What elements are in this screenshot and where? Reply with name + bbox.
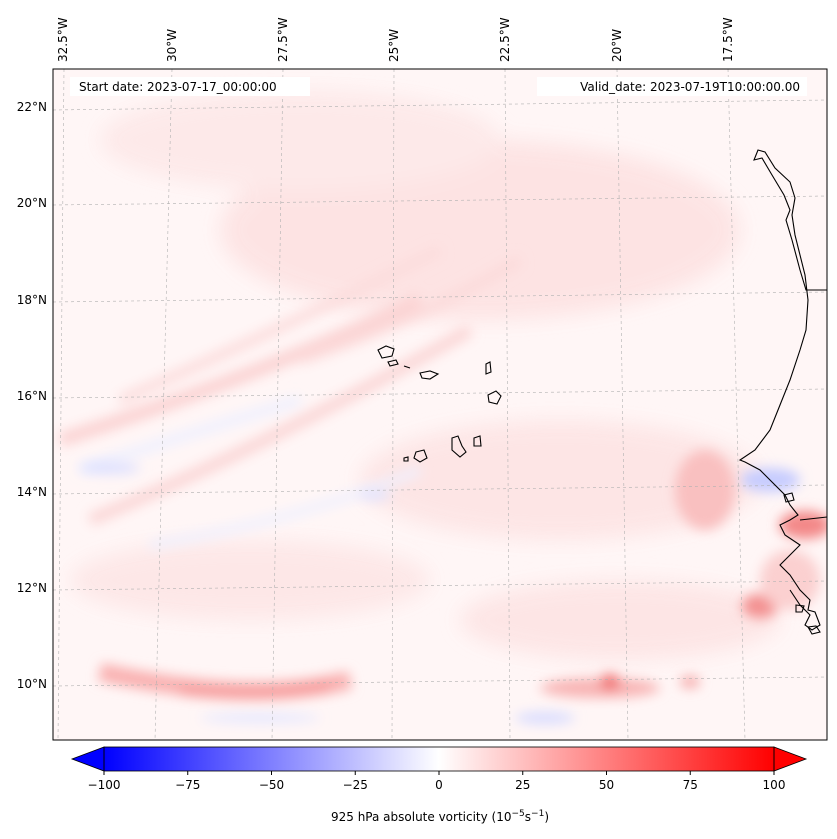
island-sao-nicolau <box>419 370 440 380</box>
colorbar-gradient <box>104 747 774 771</box>
colorbar-tick-label: 50 <box>599 778 614 792</box>
island-boa-vista <box>487 390 502 405</box>
lon-label-25w: 25°W <box>387 29 401 62</box>
coastlines <box>377 149 828 635</box>
island-santo-antao <box>377 345 395 359</box>
lat-label-16n: 16°N <box>17 389 47 403</box>
lat-label-12n: 12°N <box>17 581 47 595</box>
colorbar-ticks: −100 −75 −50 −25 0 25 50 75 100 <box>88 771 786 792</box>
map-panel: Start date: 2023-07-17_00:00:00 Valid_da… <box>52 68 828 741</box>
coast-detail-2 <box>795 604 805 613</box>
start-date-box <box>70 77 310 96</box>
vorticity-field <box>57 90 827 724</box>
longitude-labels: 32.5°W 30°W 27.5°W 25°W 22.5°W 20°W 17.5… <box>56 17 735 62</box>
lat-label-22n: 22°N <box>17 100 47 114</box>
lat-label-10n: 10°N <box>17 677 47 691</box>
lon-label-20w: 20°W <box>610 29 624 62</box>
africa-coastline <box>738 149 827 631</box>
colorbar-tick-label: 100 <box>763 778 786 792</box>
lon-label-27-5w: 27.5°W <box>276 17 290 62</box>
colorbar-tick-label: 0 <box>435 778 443 792</box>
island-brava <box>403 456 409 462</box>
valid-date-text: Valid_date: 2023-07-19T10:00:00.00 <box>580 80 800 94</box>
lat-label-18n: 18°N <box>17 293 47 307</box>
island-maio <box>473 435 482 447</box>
gambia-border <box>799 516 828 521</box>
map-frame <box>52 68 828 741</box>
colorbar-tick-label: −75 <box>175 778 200 792</box>
colorbar-tick-label: 25 <box>515 778 530 792</box>
gridlines <box>53 69 827 740</box>
coast-detail-1 <box>783 492 795 503</box>
lat-label-20n: 20°N <box>17 196 47 210</box>
lon-label-17-5w: 17.5°W <box>721 17 735 62</box>
colorbar-extend-min <box>70 746 105 772</box>
colorbar-tick-label: −50 <box>259 778 284 792</box>
lat-label-14n: 14°N <box>17 485 47 499</box>
colorbar-tick-label: 75 <box>683 778 698 792</box>
coast-detail-3 <box>807 625 821 635</box>
colorbar-extend-max <box>773 746 808 772</box>
colorbar-tick-label: −25 <box>343 778 368 792</box>
lon-label-30w: 30°W <box>165 29 179 62</box>
start-date-text: Start date: 2023-07-17_00:00:00 <box>79 80 277 94</box>
lon-label-32-5w: 32.5°W <box>56 17 70 62</box>
lon-label-22-5w: 22.5°W <box>498 17 512 62</box>
colorbar-tick-label: −100 <box>88 778 121 792</box>
valid-date-box <box>537 77 807 96</box>
island-sao-vicente <box>387 359 399 367</box>
island-fogo <box>413 449 428 463</box>
island-santa-luzia <box>403 365 411 369</box>
island-sal <box>485 361 492 375</box>
island-santiago <box>451 435 467 458</box>
colorbar: −100 −75 −50 −25 0 25 50 75 100 925 hPa absolute… <box>70 746 808 824</box>
colorbar-label: 925 hPa absolute vorticity (10−5s−1) <box>331 809 549 824</box>
latitude-labels: 22°N 20°N 18°N 16°N 14°N 12°N 10°N <box>17 100 47 691</box>
